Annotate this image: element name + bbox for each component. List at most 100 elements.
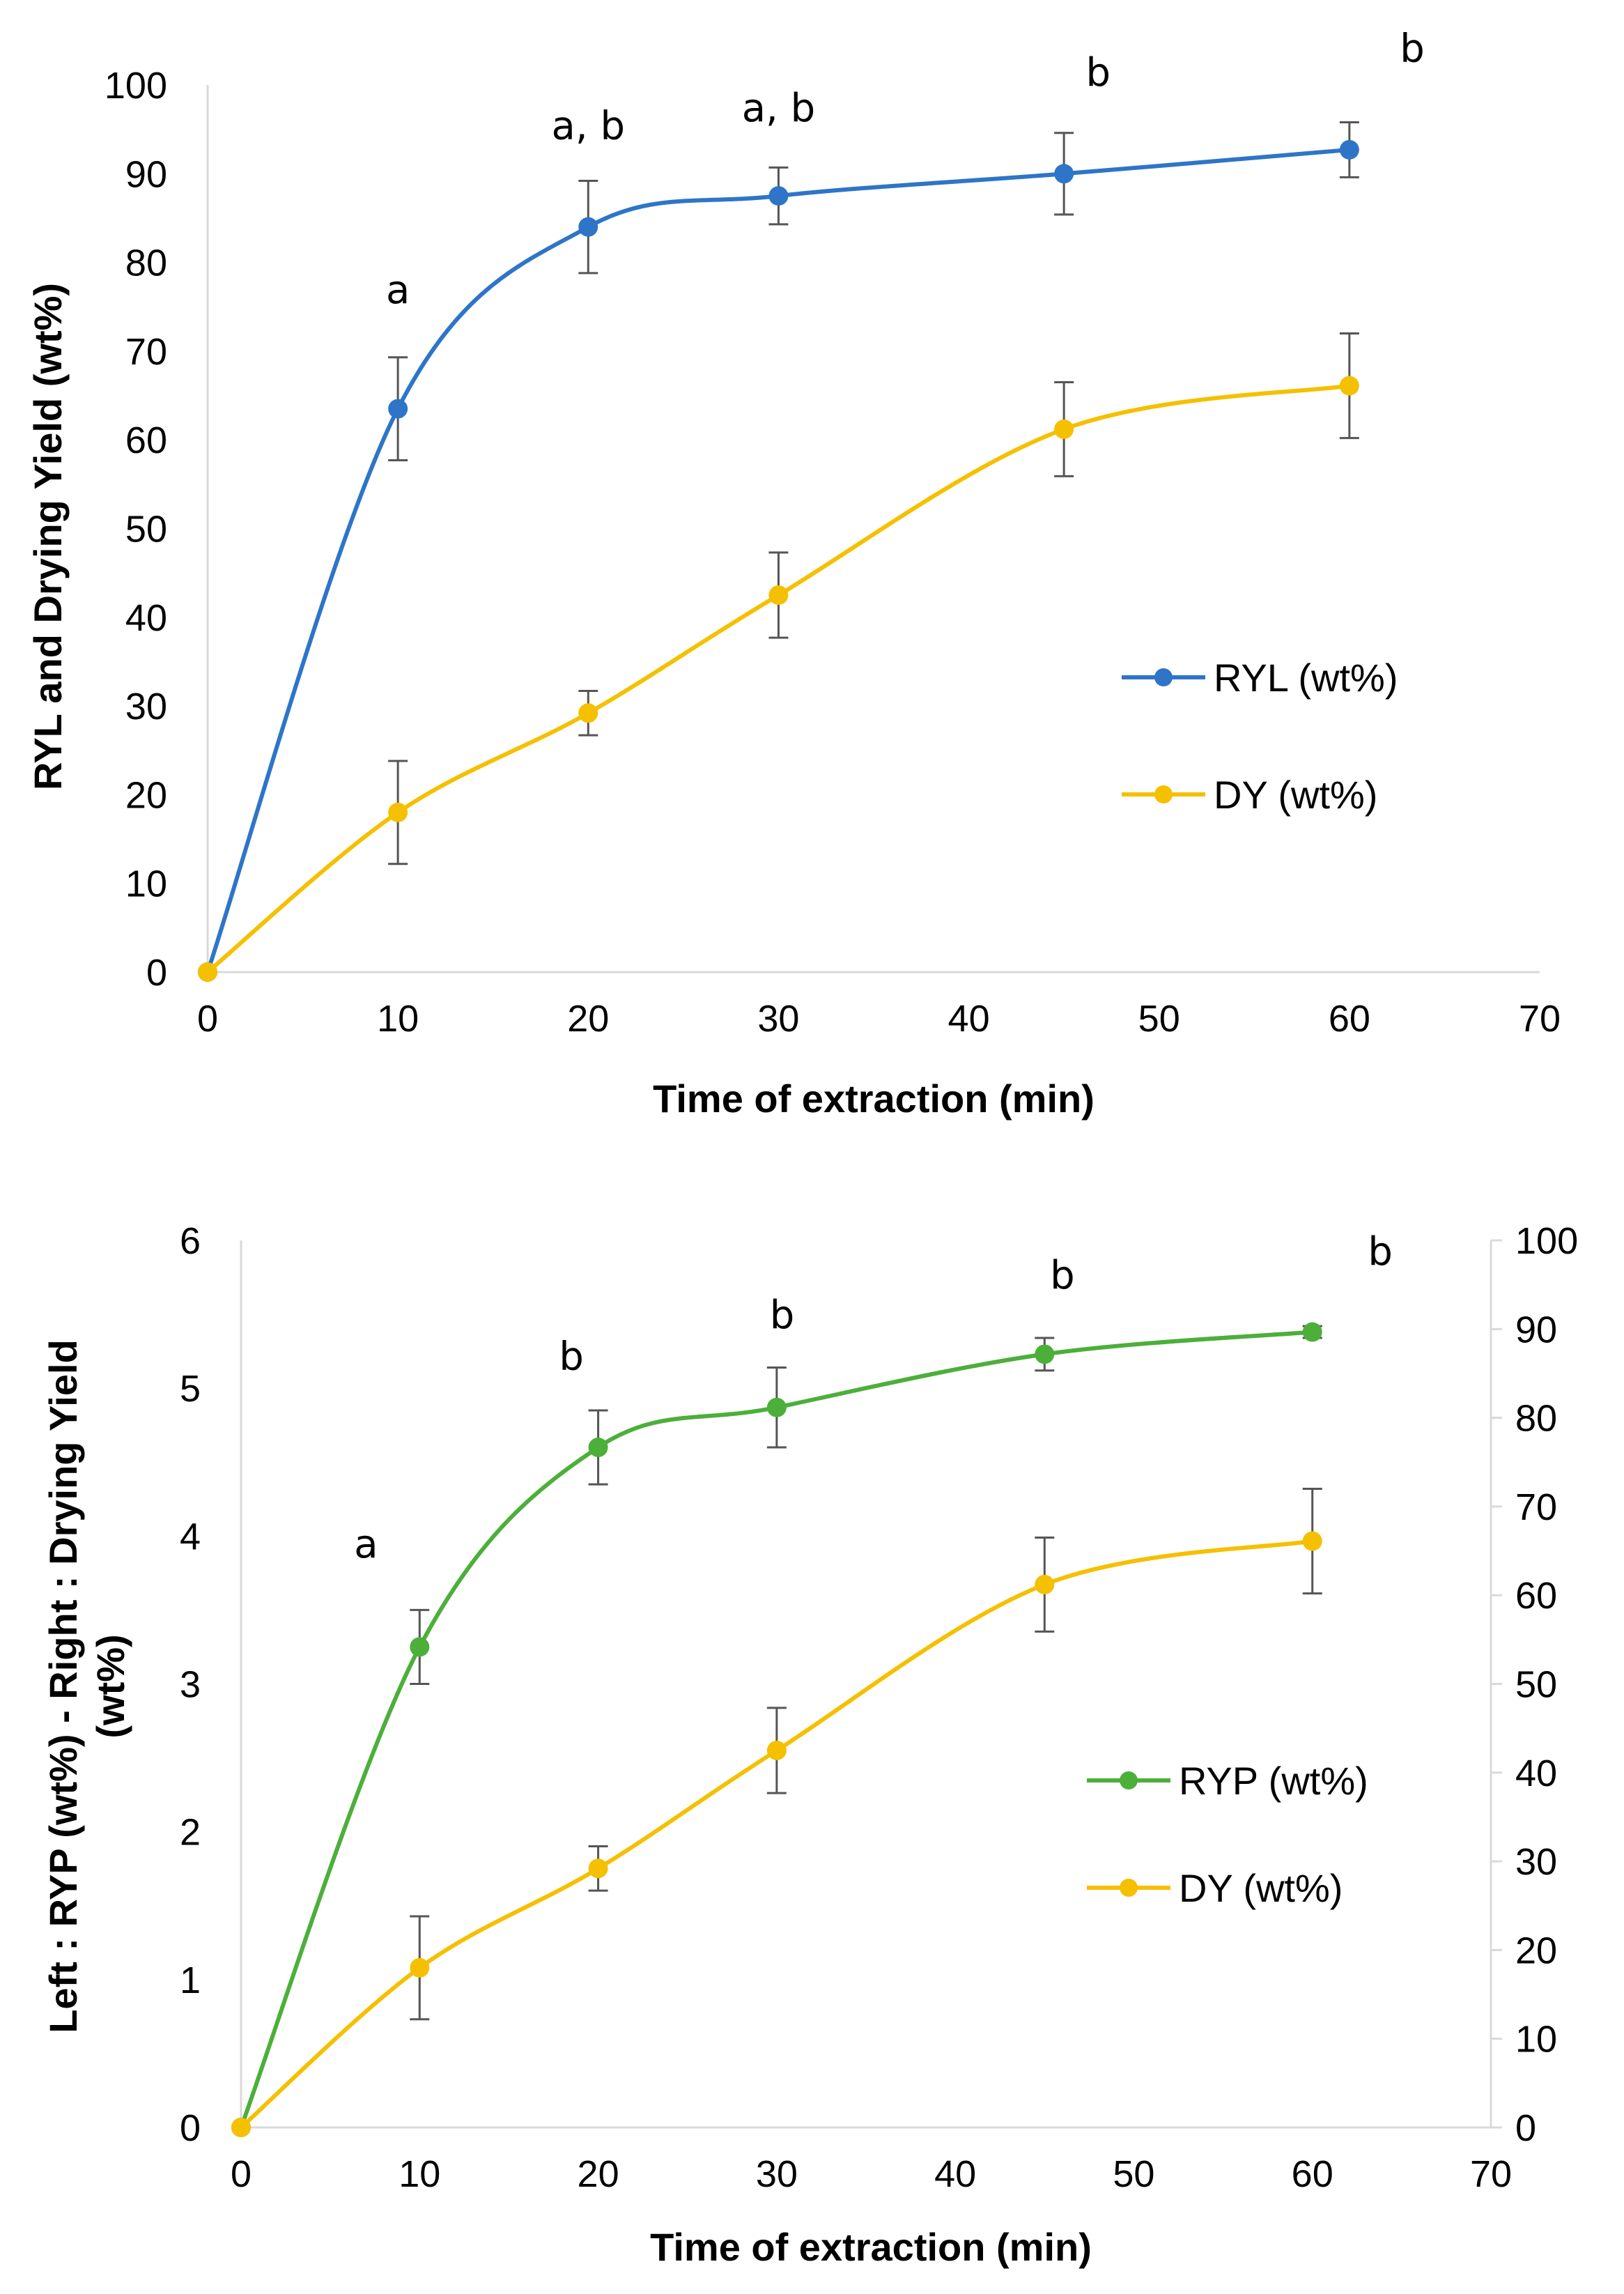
chart2-significance-letter: b	[770, 1293, 795, 1338]
chart2-y2-tick-label: 80	[1515, 1398, 1557, 1440]
legend-marker-dy	[1154, 785, 1173, 803]
chart2-series	[231, 1322, 1322, 2137]
chart2-data-point-ryp	[410, 1637, 430, 1657]
chart1-y-tick-label: 30	[125, 686, 167, 728]
chart1-x-tick-label: 70	[1519, 998, 1561, 1040]
chart1-y-tick-label: 80	[125, 243, 167, 284]
chart2-y-axis-title-line2: (wt%)	[88, 1634, 132, 1738]
chart2-significance-letter: a	[354, 1522, 378, 1567]
chart1-y-tick-label: 60	[125, 419, 167, 461]
chart1-x-tick-label: 30	[757, 998, 799, 1040]
chart2-y2-tick-label: 70	[1515, 1486, 1557, 1528]
chart1-significance-letter: b	[1400, 26, 1425, 72]
chart2-data-point-ryp	[766, 1397, 787, 1417]
chart1-y-tick-label: 40	[125, 597, 167, 639]
chart1-series-line-dy	[206, 383, 1350, 974]
chart1-data-point-ryl	[1339, 139, 1359, 160]
chart1-x-tick-label: 50	[1138, 998, 1180, 1040]
chart1-data-point-dy	[768, 585, 789, 605]
chart2-significance-letter: b	[1050, 1253, 1075, 1298]
chart1-data-point-ryl	[388, 399, 408, 419]
legend-label-dy2: DY (wt%)	[1179, 1866, 1343, 1910]
chart1-x-tick-label: 20	[567, 998, 609, 1040]
chart2-y-tick-label: 0	[180, 2107, 201, 2149]
chart2-x-tick-label: 60	[1292, 2153, 1333, 2195]
chart1-significance-letters: a a, b a, b b b	[386, 26, 1425, 313]
chart2-y2-tick-label: 50	[1515, 1664, 1557, 1706]
chart1-x-tick-label: 10	[377, 998, 419, 1040]
chart1-data-point-dy	[1339, 376, 1359, 396]
chart2-y-axis-title: Left : RYP (wt%) - Right : Drying Yield …	[41, 1339, 132, 2033]
chart2-data-point-dy	[766, 1740, 787, 1760]
chart1-y-tick-label: 50	[125, 509, 167, 551]
chart1-series	[198, 121, 1359, 982]
chart1-y-tick-label: 20	[125, 774, 167, 816]
chart1-y-tick-label: 0	[146, 952, 167, 994]
chart2-y2-tick-label: 90	[1515, 1309, 1557, 1350]
chart2-y2-tick-label: 10	[1515, 2019, 1557, 2061]
chart1-significance-letter: a, b	[742, 86, 815, 131]
chart1-x-tick-label: 0	[197, 998, 218, 1040]
chart2-y-tick-label: 5	[180, 1368, 201, 1410]
chart1-series-line-ryl	[206, 147, 1350, 973]
chart2-y2-tick-label: 20	[1515, 1930, 1557, 1971]
chart1-data-point-dy	[388, 802, 408, 822]
chart2-y-tick-label: 1	[180, 1960, 201, 2001]
legend-label-dy: DY (wt%)	[1214, 773, 1377, 817]
legend-marker-ryl	[1154, 668, 1173, 686]
chart2-data-point-dy	[1035, 1574, 1055, 1594]
chart2-y-axis-title-line1: Left : RYP (wt%) - Right : Drying Yield	[41, 1339, 85, 2033]
chart2-y2-tick-label: 0	[1515, 2107, 1536, 2149]
chart1-y-axis-title: RYL and Drying Yield (wt%)	[26, 283, 70, 790]
chart2-data-point-ryp	[1035, 1344, 1055, 1364]
chart2-series-line-ryp	[239, 1330, 1313, 2129]
chart2-data-point-dy	[410, 1957, 430, 1978]
chart2-y2-tick-label: 30	[1515, 1841, 1557, 1883]
chart-ryp-dy: 0 10 20 30 40 50 60 700123456010203040506070809…	[41, 1220, 1578, 2269]
legend-item-dy2: DY (wt%)	[1087, 1866, 1343, 1910]
legend-label-ryp: RYP (wt%)	[1179, 1759, 1368, 1803]
legend-item-ryp: RYP (wt%)	[1087, 1759, 1368, 1803]
chart2-x-tick-label: 10	[399, 2153, 440, 2195]
chart2-data-point-dy	[231, 2118, 251, 2137]
chart1-data-point-dy	[198, 962, 217, 982]
chart2-y-tick-label: 4	[180, 1516, 201, 1557]
chart2-x-tick-label: 30	[756, 2153, 798, 2195]
legend-item-ryl: RYL (wt%)	[1122, 656, 1398, 700]
chart1-x-tick-label: 40	[948, 998, 990, 1040]
chart1-data-point-ryl	[578, 217, 598, 237]
chart1-legend: RYL (wt%) DY (wt%)	[1122, 656, 1398, 817]
chart2-x-tick-label: 70	[1470, 2153, 1512, 2195]
chart1-tick-labels: 0 10 20 30 40 50 60 70 0 10 20 30 40 50 60 70 80 90 100	[105, 65, 1561, 1040]
chart1-y-tick-label: 10	[125, 863, 167, 905]
legend-label-ryl: RYL (wt%)	[1214, 656, 1398, 700]
chart1-x-tick-label: 60	[1329, 998, 1370, 1040]
chart2-y2-tick-label: 40	[1515, 1753, 1557, 1794]
chart2-significance-letter: b	[559, 1334, 584, 1379]
chart1-y-tick-label: 100	[105, 65, 167, 107]
chart1-significance-letter: a, b	[552, 103, 625, 148]
chart1-data-point-ryl	[1054, 164, 1074, 184]
chart2-x-axis-title: Time of extraction (min)	[650, 2225, 1092, 2269]
chart2-x-tick-label: 20	[578, 2153, 619, 2195]
chart2-series-line-dy	[239, 1539, 1313, 2130]
chart2-x-tick-label: 40	[934, 2153, 976, 2195]
chart2-x-tick-label: 0	[231, 2153, 252, 2195]
chart1-significance-letter: b	[1086, 50, 1111, 95]
legend-item-dy: DY (wt%)	[1122, 773, 1377, 817]
chart2-data-point-ryp	[1302, 1322, 1322, 1342]
chart2-legend: RYP (wt%) DY (wt%)	[1087, 1759, 1368, 1910]
chart1-significance-letter: a	[386, 268, 410, 313]
chart1-axes	[206, 85, 1540, 973]
chart2-y2-tick-label: 60	[1515, 1575, 1557, 1617]
chart2-data-point-dy	[1302, 1531, 1322, 1551]
chart2-tick-labels: 0 10 20 30 40 50 60 700123456010203040506070809…	[180, 1220, 1578, 2195]
chart2-y2-tick-label: 100	[1515, 1220, 1578, 1262]
chart1-data-point-dy	[1054, 419, 1074, 439]
chart2-significance-letters: a b b b b	[354, 1229, 1393, 1567]
chart2-significance-letter: b	[1368, 1229, 1393, 1275]
chart1-y-tick-label: 90	[125, 153, 167, 195]
chart2-data-point-ryp	[588, 1438, 608, 1458]
